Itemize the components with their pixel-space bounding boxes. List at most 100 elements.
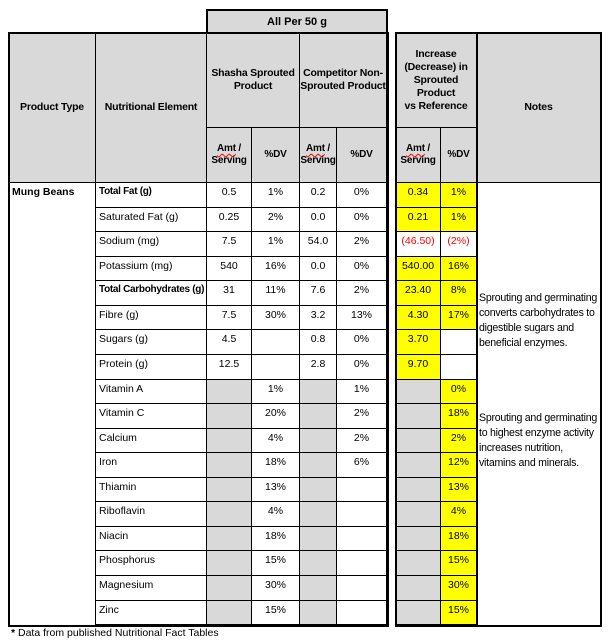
table-cell: 4.5 — [207, 330, 252, 355]
table-cell: 7.5 — [207, 305, 252, 331]
table-cell: (2%) — [441, 232, 477, 257]
row-label: Phosphorus — [96, 551, 207, 576]
element-column: Total Fat (g) Saturated Fat (g) Sodium (mg… — [96, 183, 207, 626]
increase-group-header: Increase (Decrease) in Sprouted Product … — [396, 33, 477, 128]
table-cell: 0% — [337, 183, 387, 208]
table-cell: 15% — [441, 551, 477, 576]
table-cell: 20% — [252, 404, 300, 429]
table-cell: 0.34 — [396, 183, 441, 208]
table-cell: 0.5 — [207, 183, 252, 208]
table-cell: 18% — [252, 453, 300, 478]
table-cell: (46.50) — [396, 232, 441, 257]
table-cell — [252, 354, 300, 380]
table-cell: 4.30 — [396, 305, 441, 331]
row-label: Calcium — [96, 428, 207, 454]
table-cell — [300, 453, 337, 478]
table-cell: 30% — [252, 305, 300, 331]
table-cell — [300, 502, 337, 527]
table-cell — [300, 428, 337, 454]
table-cell — [396, 428, 441, 454]
all-per-50g-banner: All Per 50 g — [206, 9, 388, 34]
col-shasha-amt: 0.5 0.25 7.5 540 31 7.5 4.5 12.5 — [207, 183, 252, 626]
table-cell — [207, 551, 252, 576]
table-cell: 540 — [207, 256, 252, 282]
table-cell — [300, 404, 337, 429]
row-label: Sodium (mg) — [96, 232, 207, 257]
competitor-group-header: Competitor Non- Sprouted Product — [300, 33, 387, 128]
notes-cell: Sprouting and germinating converts carbo… — [477, 183, 601, 625]
footnote: * Data from published Nutritional Fact T… — [11, 627, 219, 639]
table-cell — [207, 477, 252, 503]
row-label: Zinc — [96, 600, 207, 626]
table-cell: 9.70 — [396, 354, 441, 380]
table-cell: 4% — [441, 502, 477, 527]
table-cell — [396, 477, 441, 503]
table-cell: 0.25 — [207, 207, 252, 233]
table-cell: 13% — [441, 477, 477, 503]
shasha-group-header: Shasha Sprouted Product — [207, 33, 300, 128]
row-label: Protein (g) — [96, 354, 207, 380]
table-cell — [337, 600, 387, 626]
table-cell — [396, 404, 441, 429]
row-label: Potassium (mg) — [96, 256, 207, 282]
table-cell — [207, 453, 252, 478]
table-cell — [207, 379, 252, 405]
product-type-cell: Mung Beans — [9, 183, 96, 625]
col-increase-dv: 1% 1% (2%) 16% 8% 17% 0% 18% 2% 12% 13% 4% 18% 15% 30%… — [441, 183, 477, 626]
table-cell: 2% — [337, 281, 387, 306]
amt-label: Amt — [216, 143, 236, 154]
table-cell — [300, 600, 337, 626]
table-cell: 3.70 — [396, 330, 441, 355]
shasha-dv-header: %DV — [252, 128, 300, 183]
table-cell: 1% — [337, 379, 387, 405]
banner-label: All Per 50 g — [267, 15, 327, 28]
col-competitor-amt: 0.2 0.0 54.0 0.0 7.6 3.2 0.8 2.8 — [300, 183, 337, 626]
table-cell: 0.21 — [396, 207, 441, 233]
table-cell — [396, 379, 441, 405]
table-cell: 4% — [252, 502, 300, 527]
amt-label: Amt — [405, 143, 425, 154]
row-label: Riboflavin — [96, 502, 207, 527]
nutritional-element-header: Nutritional Element — [96, 33, 207, 183]
row-label: Magnesium — [96, 576, 207, 601]
table-cell — [300, 551, 337, 576]
table-cell: 2% — [337, 232, 387, 257]
table-cell: 30% — [441, 576, 477, 601]
table-cell: 13% — [252, 477, 300, 503]
table-cell: 31 — [207, 281, 252, 306]
table-cell: 540.00 — [396, 256, 441, 282]
footnote-text: Data from published Nutritional Fact Tab… — [15, 627, 219, 639]
table-cell: 2.8 — [300, 354, 337, 380]
table-cell: 15% — [252, 600, 300, 626]
table-cell: 18% — [441, 404, 477, 429]
row-label: Thiamin — [96, 477, 207, 503]
table-cell — [441, 330, 477, 355]
table-cell: 7.6 — [300, 281, 337, 306]
table-cell: 54.0 — [300, 232, 337, 257]
note-sprouting-sugars: Sprouting and germinating converts carbo… — [479, 292, 598, 349]
table-cell: 15% — [441, 600, 477, 626]
table-cell: 18% — [441, 526, 477, 552]
increase-amt-serving-header: Amt / Serving — [396, 128, 441, 183]
table-cell: 2% — [441, 428, 477, 454]
row-label: Total Fat (g) — [96, 183, 207, 208]
table-cell: 6% — [337, 453, 387, 478]
table-cell — [207, 404, 252, 429]
table-cell — [337, 526, 387, 552]
serving-label: Serving — [211, 155, 247, 166]
table-cell: 1% — [252, 379, 300, 405]
amt-label: Amt — [305, 143, 325, 154]
table-cell: 0% — [337, 207, 387, 233]
col-shasha-dv: 1% 2% 1% 16% 11% 30% 1% 20% 4% 18% 13% 4% 18% 15% 30% 1… — [252, 183, 300, 626]
table-cell: 0% — [441, 379, 477, 405]
shasha-amt-serving-header: Amt / Serving — [207, 128, 252, 183]
row-label: Fibre (g) — [96, 305, 207, 331]
table-cell: 18% — [252, 526, 300, 552]
serving-label: Serving — [400, 155, 436, 166]
table-cell: 2% — [337, 404, 387, 429]
table-cell — [337, 477, 387, 503]
table-cell: 0% — [337, 354, 387, 380]
row-label: Total Carbohydrates (g) — [96, 281, 207, 306]
table-cell — [396, 576, 441, 601]
